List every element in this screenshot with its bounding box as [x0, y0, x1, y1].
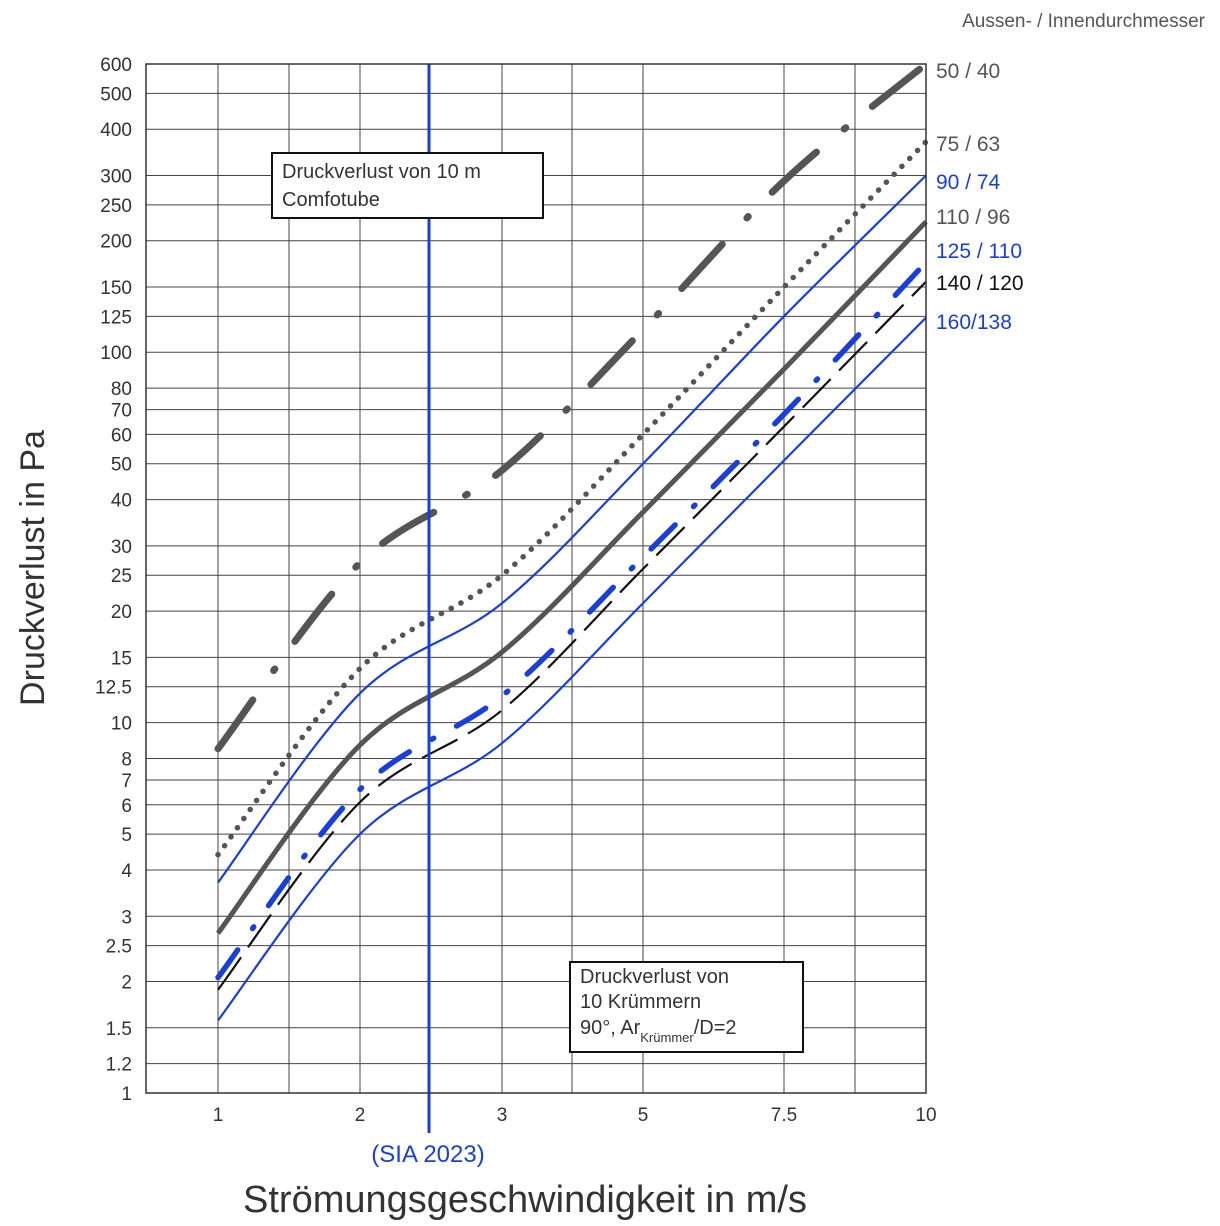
- y-axis-title: Druckverlust in Pa: [14, 430, 52, 706]
- bends-box-angle: 90°, Ar: [580, 1017, 641, 1039]
- bends-box-line-2: 10 Krümmern: [580, 991, 701, 1013]
- series-line-4: [215, 259, 929, 981]
- y-tick-label: 250: [100, 196, 132, 217]
- series-line-1: [215, 139, 929, 858]
- series-label-1: 75 / 63: [936, 133, 1000, 156]
- y-tick-label: 10: [111, 714, 132, 735]
- x-tick-label: 10: [915, 1105, 936, 1126]
- y-tick-label: 25: [111, 566, 132, 587]
- legend-title: Aussen- / Innendurchmesser: [962, 11, 1206, 32]
- series-line-3: [216, 220, 928, 935]
- y-tick-label: 80: [111, 379, 132, 400]
- x-tick-label: 3: [497, 1105, 508, 1126]
- y-tick-label: 200: [100, 232, 132, 253]
- tick-labels: 11.21.522.53456781012.515202530405060708…: [95, 55, 937, 1126]
- y-tick-label: 15: [111, 648, 132, 669]
- series-label-0: 50 / 40: [936, 60, 1000, 83]
- y-tick-label: 4: [121, 861, 132, 882]
- x-tick-label: 5: [638, 1105, 649, 1126]
- y-tick-label: 1: [121, 1084, 132, 1105]
- series-labels: 50 / 40 75 / 63 90 / 74 110 / 96 125 / 110 14…: [936, 60, 1024, 334]
- series-label-2: 90 / 74: [936, 171, 1001, 194]
- x-axis-title: Strömungsgeschwindigkeit in m/s: [243, 1179, 807, 1221]
- y-tick-label: 6: [121, 796, 132, 817]
- y-tick-label: 12.5: [95, 678, 132, 699]
- y-tick-label: 70: [111, 401, 132, 422]
- y-tick-label: 125: [100, 307, 132, 328]
- bends-box-ratio: /D=2: [694, 1017, 737, 1039]
- sia-marker-label: (SIA 2023): [371, 1141, 484, 1168]
- x-tick-label: 7.5: [771, 1105, 797, 1126]
- y-tick-label: 500: [100, 84, 132, 105]
- y-tick-label: 2.5: [106, 937, 132, 958]
- series-label-4: 125 / 110: [936, 240, 1022, 263]
- y-tick-label: 3: [121, 907, 132, 928]
- y-tick-label: 2: [121, 973, 132, 994]
- series-label-3: 110 / 96: [936, 206, 1010, 229]
- plot-frame: [145, 63, 927, 1094]
- series-line-5: [217, 280, 927, 991]
- bends-box-subscript: Krümmer: [640, 1030, 694, 1045]
- y-tick-label: 300: [100, 166, 132, 187]
- y-tick-label: 30: [111, 537, 132, 558]
- comfotube-box: Druckverlust von 10 m Comfotube: [271, 152, 544, 219]
- comfotube-box-line-1: Druckverlust von 10 m: [282, 161, 481, 183]
- y-tick-label: 50: [111, 455, 132, 476]
- y-tick-label: 7: [121, 771, 132, 792]
- y-tick-label: 100: [100, 343, 132, 364]
- y-tick-label: 600: [100, 55, 132, 76]
- y-tick-label: 5: [121, 825, 132, 846]
- bends-box-line-3: 90°, ArKrümmer/D=2: [580, 1017, 737, 1045]
- x-tick-label: 1: [213, 1105, 224, 1126]
- y-tick-label: 40: [111, 491, 132, 512]
- series-label-6: 160/138: [936, 311, 1012, 334]
- y-tick-label: 400: [100, 120, 132, 141]
- bends-box: Druckverlust von 10 Krümmern 90°, ArKrüm…: [569, 961, 804, 1053]
- y-tick-label: 8: [121, 750, 132, 771]
- bends-box-line-1: Druckverlust von: [580, 966, 729, 988]
- series-line-2: [217, 174, 927, 884]
- y-tick-label: 20: [111, 602, 132, 623]
- y-tick-label: 60: [111, 425, 132, 446]
- series-line-6: [217, 316, 927, 1022]
- series-line-0: [214, 60, 930, 753]
- series-label-5: 140 / 120: [936, 272, 1024, 295]
- y-tick-label: 1.2: [106, 1055, 132, 1076]
- y-tick-label: 150: [100, 278, 132, 299]
- comfotube-box-line-2: Comfotube: [282, 189, 380, 211]
- x-tick-label: 2: [355, 1105, 366, 1126]
- y-tick-label: 1.5: [106, 1019, 132, 1040]
- series-lines: [214, 60, 930, 1022]
